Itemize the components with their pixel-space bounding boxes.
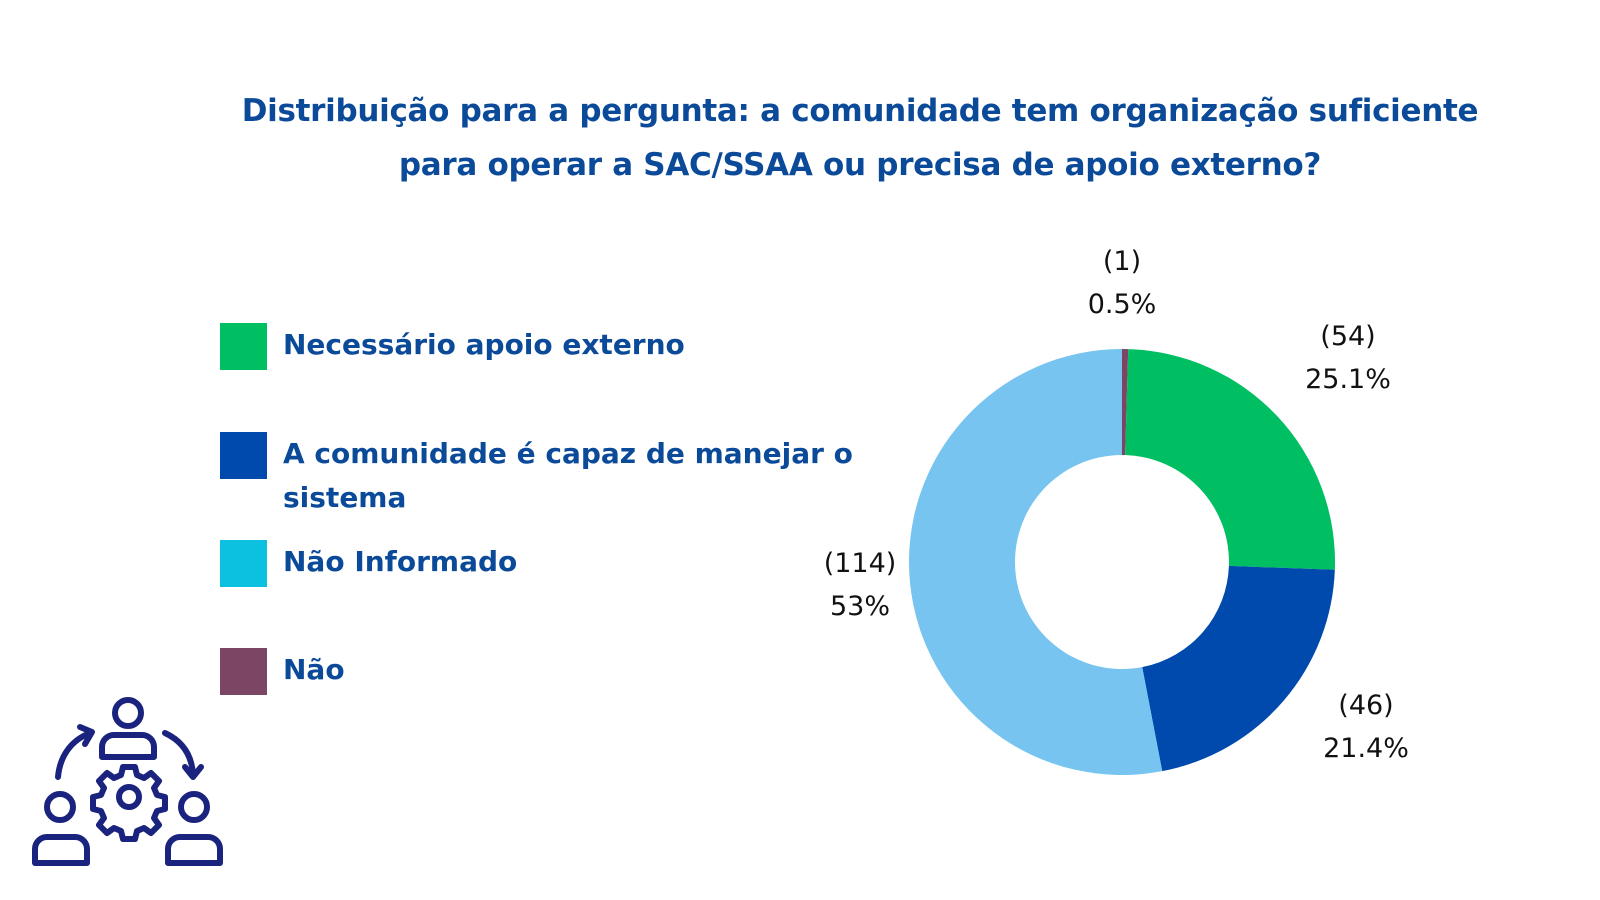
legend-swatch	[220, 323, 267, 370]
slice-percent-label: 0.5%	[1088, 289, 1157, 320]
chart-title-line-2: para operar a SAC/SSAA ou precisa de apo…	[398, 147, 1322, 183]
chart-title: Distribuição para a pergunta: a comunida…	[170, 84, 1550, 192]
donut-slice	[1142, 565, 1335, 772]
slice-count-label: (1)	[1103, 246, 1141, 277]
legend-label: Necessário apoio externo	[283, 328, 685, 361]
donut-slice	[1125, 349, 1336, 570]
donut-slice	[1122, 349, 1129, 456]
slice-count-label: (46)	[1338, 690, 1393, 721]
legend-swatch	[220, 432, 267, 479]
slice-count-label: (114)	[824, 548, 897, 579]
slice-count-label: (54)	[1320, 321, 1375, 352]
legend-swatch	[220, 540, 267, 587]
legend-swatch	[220, 648, 267, 695]
legend-label: Não Informado	[283, 545, 518, 578]
slice-percent-label: 21.4%	[1323, 733, 1409, 764]
slice-percent-label: 25.1%	[1305, 364, 1391, 395]
legend-item-nao-informado: Não Informado	[220, 540, 863, 587]
legend-item-nao: Não	[220, 648, 863, 695]
donut-slice	[909, 349, 1163, 775]
legend-item-necessario: Necessário apoio externo	[220, 323, 863, 370]
chart-title-line-1: Distribuição para a pergunta: a comunida…	[241, 93, 1479, 129]
legend-item-comunidade: A comunidade é capaz de manejar o sistem…	[220, 432, 863, 520]
slice-percent-label: 53%	[830, 591, 890, 622]
team-process-icon	[32, 697, 223, 866]
legend-label: A comunidade é capaz de manejar o sistem…	[283, 437, 853, 514]
legend-label: Não	[283, 653, 345, 686]
